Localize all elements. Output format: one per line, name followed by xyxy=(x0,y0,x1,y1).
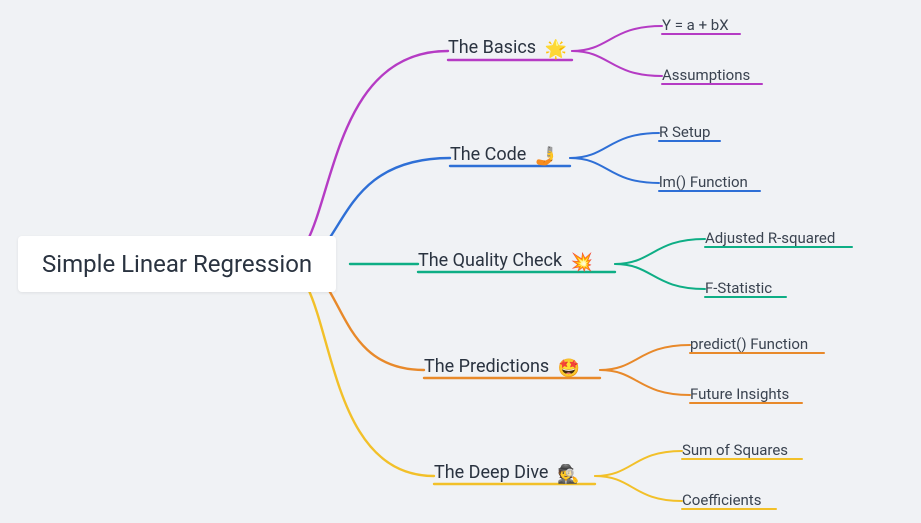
leaf-predictions-insights[interactable]: Future Insights xyxy=(690,385,789,403)
leaf-deepdive-sumsquares[interactable]: Sum of Squares xyxy=(682,441,788,459)
branch-deepdive-label: The Deep Dive xyxy=(434,462,548,483)
branch-deepdive[interactable]: The Deep Dive 🕵️ xyxy=(434,462,579,485)
branch-quality-label: The Quality Check xyxy=(418,250,562,271)
leaf-code-rsetup[interactable]: R Setup xyxy=(659,123,710,141)
detective-icon: 🕵️ xyxy=(557,464,579,485)
branch-code-label: The Code xyxy=(450,144,526,165)
branch-basics[interactable]: The Basics 🌟 xyxy=(448,37,567,60)
leaf-basics-equation[interactable]: Y = a + bX xyxy=(662,16,729,34)
leaf-basics-assumptions[interactable]: Assumptions xyxy=(662,66,750,84)
leaf-code-lmfunction[interactable]: lm() Function xyxy=(659,173,748,191)
root-node[interactable]: Simple Linear Regression xyxy=(18,236,336,292)
branch-predictions-label: The Predictions xyxy=(424,356,549,377)
leaf-quality-fstatistic[interactable]: F-Statistic xyxy=(705,279,772,297)
leaf-quality-rsquared[interactable]: Adjusted R-squared xyxy=(705,229,835,247)
branch-quality[interactable]: The Quality Check 💥 xyxy=(418,250,593,273)
leaf-predictions-predict[interactable]: predict() Function xyxy=(690,335,808,353)
branch-code[interactable]: The Code 🤳 xyxy=(450,144,557,167)
selfie-icon: 🤳 xyxy=(535,146,557,167)
collision-icon: 💥 xyxy=(571,252,593,273)
star-struck-icon: 🤩 xyxy=(558,358,580,379)
branch-predictions[interactable]: The Predictions 🤩 xyxy=(424,356,580,379)
branch-basics-label: The Basics xyxy=(448,37,536,58)
leaf-deepdive-coefficients[interactable]: Coefficients xyxy=(682,491,761,509)
star-icon: 🌟 xyxy=(545,39,567,60)
